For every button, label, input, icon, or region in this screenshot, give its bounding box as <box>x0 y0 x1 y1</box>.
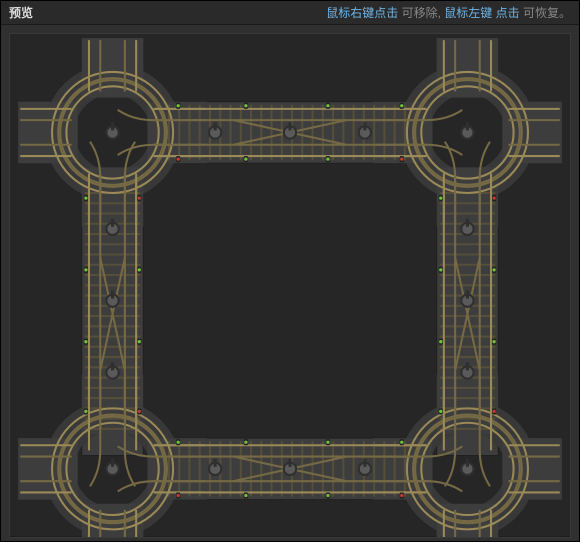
hint-left-click: 鼠标左键 点击 <box>444 6 519 20</box>
hint-right-click: 鼠标右键点击 <box>326 6 398 20</box>
panel-hint: 鼠标右键点击 可移除, 鼠标左键 点击 可恢复。 <box>326 4 571 21</box>
blueprint-preview-panel: 预览 鼠标右键点击 可移除, 鼠标左键 点击 可恢复。 保存蓝图 <box>0 0 580 542</box>
blueprint-svg <box>10 34 570 537</box>
blueprint-preview[interactable] <box>9 33 571 538</box>
panel-title: 预览 <box>9 4 33 21</box>
hint-restore-text: 可恢复。 <box>523 6 571 20</box>
preview-wrap <box>1 25 579 542</box>
hint-remove-text: 可移除 <box>402 6 438 20</box>
panel-header: 预览 鼠标右键点击 可移除, 鼠标左键 点击 可恢复。 <box>1 1 579 25</box>
